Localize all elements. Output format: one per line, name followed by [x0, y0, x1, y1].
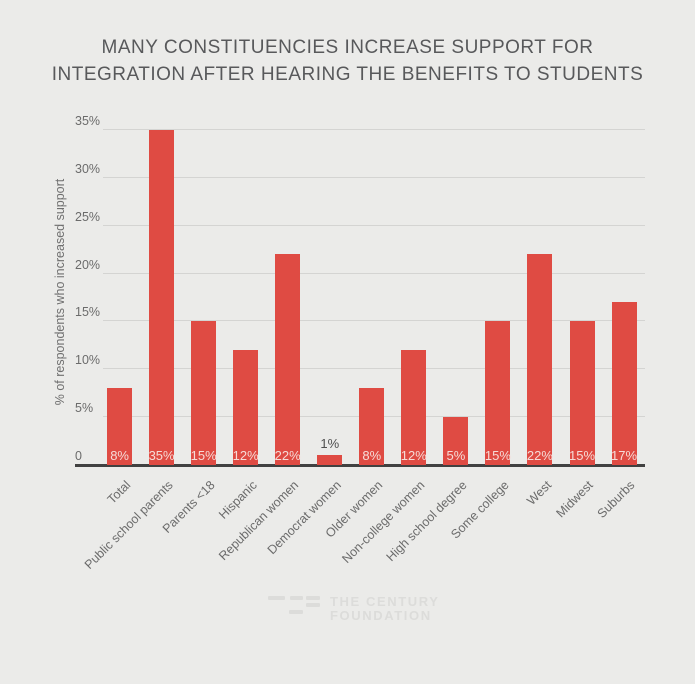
- bar: [149, 130, 175, 465]
- gridline: [103, 129, 645, 130]
- chart-title-line1: MANY CONSTITUENCIES INCREASE SUPPORT FOR: [101, 37, 594, 58]
- y-tick-label: 0: [75, 449, 82, 463]
- gridline: [103, 176, 645, 178]
- bar: [485, 321, 511, 465]
- logo-dash: [306, 596, 320, 600]
- bar: [527, 254, 553, 465]
- bar-value-label: 22%: [274, 448, 301, 463]
- century-foundation-logo-text: THE CENTURY FOUNDATION: [330, 595, 440, 623]
- bar: [401, 350, 427, 465]
- bar: [233, 350, 259, 465]
- bar: [317, 455, 343, 465]
- x-tick-label: Republican women: [216, 478, 302, 564]
- bar: [191, 321, 217, 465]
- bar: [359, 388, 385, 465]
- logo-dash: [306, 603, 320, 607]
- logo-dash: [268, 596, 285, 600]
- y-tick-label: 15%: [75, 305, 101, 320]
- logo-dash: [290, 596, 303, 600]
- bar-value-label: 5%: [446, 448, 466, 463]
- bar-value-label: 35%: [148, 448, 175, 463]
- bar-value-label: 22%: [526, 448, 553, 463]
- y-tick-label: 20%: [75, 257, 101, 272]
- x-tick-label: Midwest: [553, 478, 596, 521]
- y-tick-label: 35%: [75, 114, 101, 128]
- chart-title-line2: INTEGRATION AFTER HEARING THE BENEFITS T…: [51, 64, 644, 85]
- bar: [275, 254, 301, 465]
- logo-dash: [289, 610, 303, 614]
- bar: [443, 417, 469, 465]
- bar-value-label: 12%: [400, 448, 427, 463]
- bar-value-label: 15%: [484, 448, 511, 463]
- y-tick-label: 25%: [75, 209, 101, 224]
- x-tick-label: West: [523, 478, 554, 508]
- bar-value-label: 1%: [320, 436, 340, 452]
- bar-value-label: 8%: [362, 448, 382, 463]
- gridline: [103, 368, 645, 370]
- x-tick-label: Total: [104, 478, 134, 507]
- bar-value-label: 8%: [110, 448, 129, 463]
- y-tick-label: 10%: [75, 353, 101, 368]
- y-tick-label: 30%: [75, 161, 101, 176]
- bar-value-label: 15%: [190, 448, 217, 463]
- century-foundation-logo: THE CENTURY FOUNDATION: [266, 594, 446, 628]
- x-tick-label: Suburbs: [595, 478, 638, 521]
- chart-title: MANY CONSTITUENCIES INCREASE SUPPORT FOR…: [0, 34, 695, 88]
- x-tick-label: Democrat women: [264, 478, 344, 558]
- y-axis-title: % of respondents who increased support: [53, 178, 67, 406]
- bar-value-label: 12%: [232, 448, 259, 463]
- logo-text-line1: THE CENTURY: [330, 594, 440, 609]
- logo-text-line2: FOUNDATION: [330, 608, 432, 623]
- y-tick-label: 5%: [75, 401, 94, 416]
- bar: [611, 302, 637, 465]
- gridline: [103, 272, 645, 274]
- bar-value-label: 15%: [568, 448, 596, 463]
- gridline: [103, 224, 645, 226]
- bar: [107, 388, 133, 465]
- bar: [569, 321, 595, 465]
- x-axis-line: [75, 464, 645, 467]
- bar-value-label: 17%: [610, 448, 638, 463]
- gridline: [103, 320, 645, 322]
